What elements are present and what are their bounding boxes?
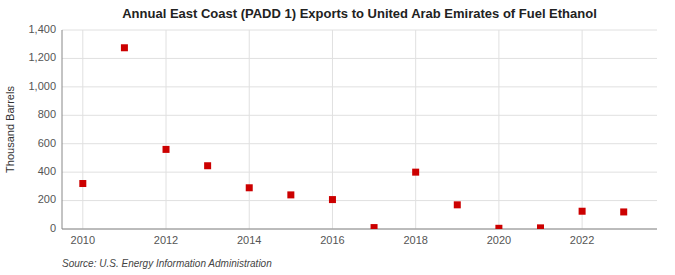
point — [246, 184, 253, 191]
point — [163, 146, 170, 153]
y-grid-line — [62, 200, 657, 201]
x-tick-label: 2022 — [570, 234, 594, 246]
y-grid-line — [62, 143, 657, 144]
y-grid-line — [62, 172, 657, 173]
x-grid-line — [82, 30, 83, 229]
y-tick-label: 400 — [38, 165, 56, 177]
y-axis-label: Thousand Barrels — [4, 86, 16, 173]
y-tick-label: 0 — [50, 222, 56, 234]
point — [537, 224, 544, 229]
y-tick-label: 200 — [38, 193, 56, 205]
point — [79, 180, 86, 187]
y-axis-line — [62, 30, 63, 229]
y-grid-line — [62, 115, 657, 116]
y-tick-label: 1,200 — [28, 51, 56, 63]
x-axis-line — [62, 229, 657, 230]
y-tick-label: 800 — [38, 108, 56, 120]
y-axis: 0 200 400 600 800 1,000 1,200 1,400 — [28, 23, 62, 234]
point — [204, 162, 211, 169]
x-tick-label: 2020 — [487, 234, 511, 246]
y-grid-line — [62, 30, 657, 31]
x-grid-line — [249, 30, 250, 229]
point — [495, 225, 502, 229]
x-tick-label: 2016 — [320, 234, 344, 246]
y-grid-line — [62, 229, 657, 230]
x-axis: 2010 2012 2014 2016 2018 2020 2022 — [62, 229, 657, 246]
y-tick-label: 1,400 — [28, 23, 56, 35]
x-grid-line — [582, 30, 583, 229]
point — [287, 191, 294, 198]
grid — [62, 30, 657, 229]
chart-container: 0 200 400 600 800 1,000 1,200 1,400 2010 2012 2014… — [0, 0, 675, 275]
y-grid-line — [62, 86, 657, 87]
x-tick-label: 2018 — [403, 234, 427, 246]
y-tick-label: 600 — [38, 137, 56, 149]
x-grid-line — [415, 30, 416, 229]
title: Annual East Coast (PADD 1) Exports to Un… — [122, 6, 597, 21]
points — [79, 44, 627, 229]
y-tick-label: 1,000 — [28, 80, 56, 92]
x-tick-label: 2012 — [154, 234, 178, 246]
x-grid-line — [166, 30, 167, 229]
point — [329, 196, 336, 203]
point — [454, 201, 461, 208]
x-tick-label: 2014 — [237, 234, 261, 246]
point — [579, 208, 586, 215]
y-grid-line — [62, 58, 657, 59]
chart-svg: 0 200 400 600 800 1,000 1,200 1,400 2010 2012 2014… — [0, 0, 675, 275]
point — [412, 169, 419, 176]
point — [620, 208, 627, 215]
point — [121, 44, 128, 51]
x-grid-line — [498, 30, 499, 229]
x-tick-label: 2010 — [71, 234, 95, 246]
point — [371, 224, 378, 229]
source-note: Source: U.S. Energy Information Administ… — [62, 258, 272, 269]
